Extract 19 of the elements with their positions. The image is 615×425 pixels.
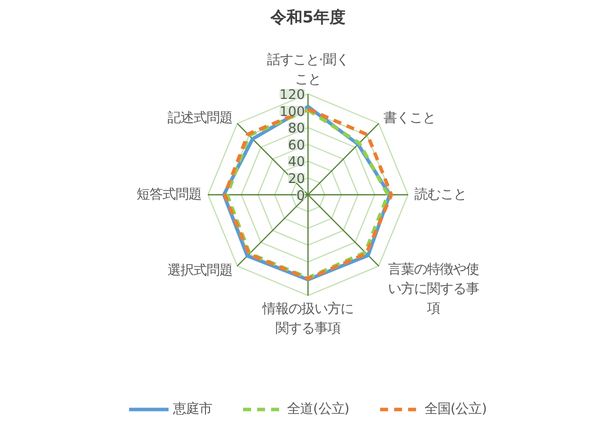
y-tick-label: 80 (288, 122, 306, 137)
spoke-label: 読むこと (414, 187, 467, 202)
y-tick-label: 0 (296, 188, 306, 204)
spoke-label: 言葉の特徴や使い方に関する事項 (388, 262, 479, 317)
spoke-label: 選択式問題 (168, 263, 233, 278)
spoke-label: 話すこと·聞くこと (266, 52, 350, 88)
y-tick-label: 120 (280, 88, 306, 103)
spoke-label: 記述式問題 (168, 111, 233, 126)
legend-label: 全道(公立) (287, 400, 350, 418)
y-tick-label: 60 (288, 138, 306, 154)
y-tick-label: 20 (288, 172, 306, 187)
y-tick-label: 40 (288, 155, 306, 170)
spoke-label: 短答式問題 (136, 187, 202, 202)
spoke-label: 情報の扱い方に関する事項 (262, 301, 354, 337)
spoke-label: 書くこと (383, 111, 436, 126)
chart-title: 令和5年度 (269, 8, 346, 26)
legend-label: 全国(公立) (424, 400, 487, 418)
legend-label: 恵庭市 (173, 400, 212, 418)
y-tick-label: 100 (280, 104, 306, 120)
